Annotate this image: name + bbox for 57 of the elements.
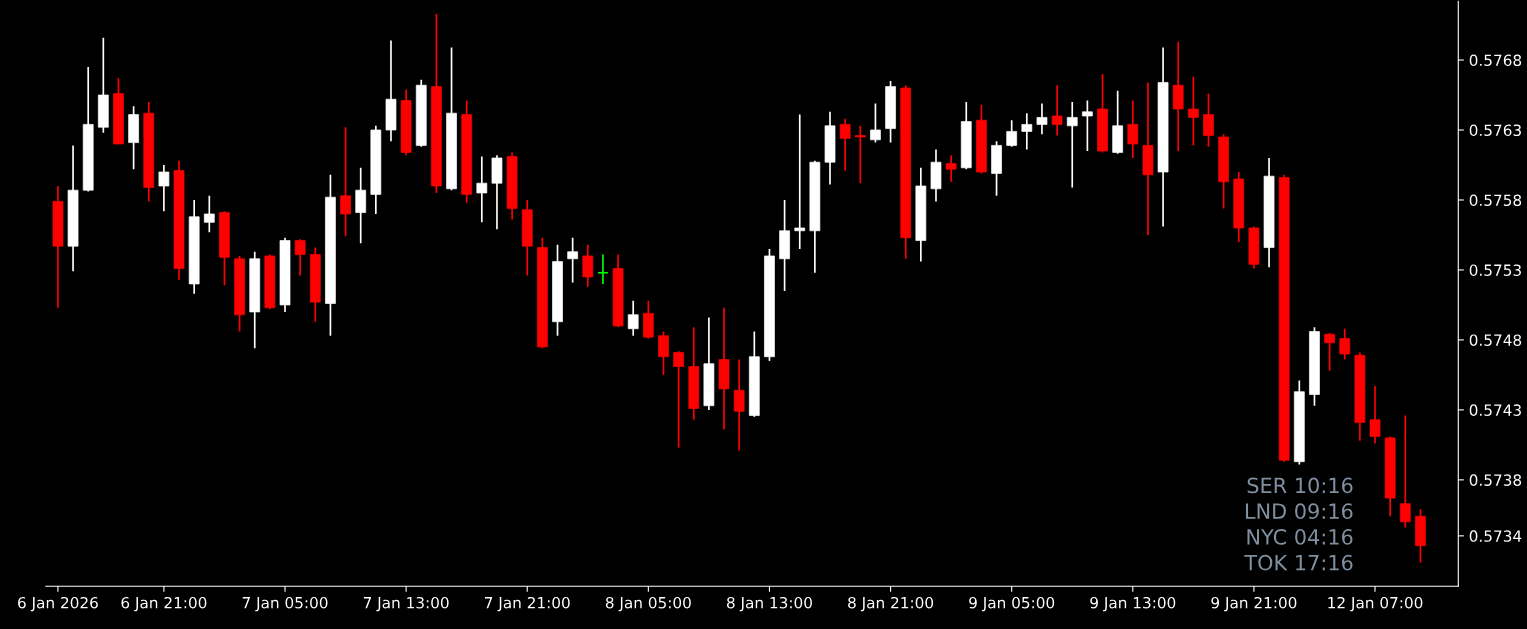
- annotation: NYC 04:16: [1247, 528, 1353, 545]
- candlestick: [854, 124, 866, 185]
- x-tick-label: 9 Jan 21:00: [1211, 596, 1297, 612]
- annotation: SER 10:16: [1247, 477, 1353, 494]
- candlestick: [203, 194, 215, 234]
- y-tick-label: 0.5763: [1469, 124, 1521, 137]
- candlestick: [1006, 119, 1018, 148]
- x-tick-label: 7 Jan 13:00: [363, 596, 449, 612]
- candlestick: [658, 330, 669, 376]
- candlestick: [1324, 332, 1335, 372]
- candlestick: [1082, 99, 1093, 152]
- x-tick-label: 9 Jan 13:00: [1090, 596, 1176, 612]
- candlestick: [643, 299, 654, 340]
- x-tick-label: 9 Jan 05:00: [969, 596, 1055, 612]
- candlestick: [582, 243, 594, 288]
- candlestick: [567, 236, 578, 284]
- x-tick-label: 8 Jan 05:00: [605, 596, 691, 612]
- y-tick-label: 0.5768: [1469, 54, 1522, 67]
- candlestick: [1203, 92, 1214, 148]
- candlestick: [597, 253, 609, 285]
- candlestick: [794, 113, 806, 250]
- y-tick-label: 0.5738: [1469, 474, 1522, 486]
- candlestick: [355, 166, 367, 245]
- annotation: TOK 17:16: [1244, 554, 1353, 571]
- x-tick-label: 6 Jan 2026: [18, 596, 98, 612]
- candlestick: [476, 155, 488, 224]
- candlestick: [340, 126, 351, 238]
- x-tick-label: 7 Jan 21:00: [484, 596, 570, 612]
- candlestick: [1339, 327, 1351, 361]
- candlestick: [1188, 75, 1199, 147]
- candlestick: [294, 238, 306, 277]
- y-tick-label: 0.5748: [1469, 334, 1522, 346]
- x-tick-label: 8 Jan 21:00: [848, 596, 934, 612]
- candlestick: [1036, 102, 1048, 136]
- candlestick: [1051, 84, 1063, 137]
- x-tick-label: 7 Jan 05:00: [242, 596, 328, 612]
- x-tick-label: 6 Jan 21:00: [121, 596, 207, 612]
- candlestick: [1127, 99, 1139, 159]
- annotation: LND 09:16: [1245, 503, 1353, 520]
- candlestick: [158, 164, 170, 213]
- candlestick: [1399, 414, 1411, 529]
- y-tick-label: 0.5734: [1469, 530, 1522, 542]
- candlestick: [1369, 385, 1381, 445]
- candlestick: [945, 154, 957, 183]
- x-tick-label: 8 Jan 13:00: [726, 596, 812, 612]
- candlestick: [1172, 41, 1184, 152]
- x-tick-label: 12 Jan 07:00: [1328, 596, 1423, 612]
- candlestick: [733, 358, 745, 452]
- y-tick-label: 0.5758: [1469, 194, 1522, 206]
- candlestick: [627, 299, 639, 337]
- y-tick-label: 0.5743: [1469, 404, 1521, 416]
- candlestick: [1066, 101, 1078, 189]
- candlestick: [1021, 112, 1033, 151]
- y-tick-label: 0.5753: [1469, 264, 1521, 276]
- candlestick: [673, 350, 684, 449]
- candlestick: [839, 117, 851, 172]
- candlestick: [870, 102, 881, 144]
